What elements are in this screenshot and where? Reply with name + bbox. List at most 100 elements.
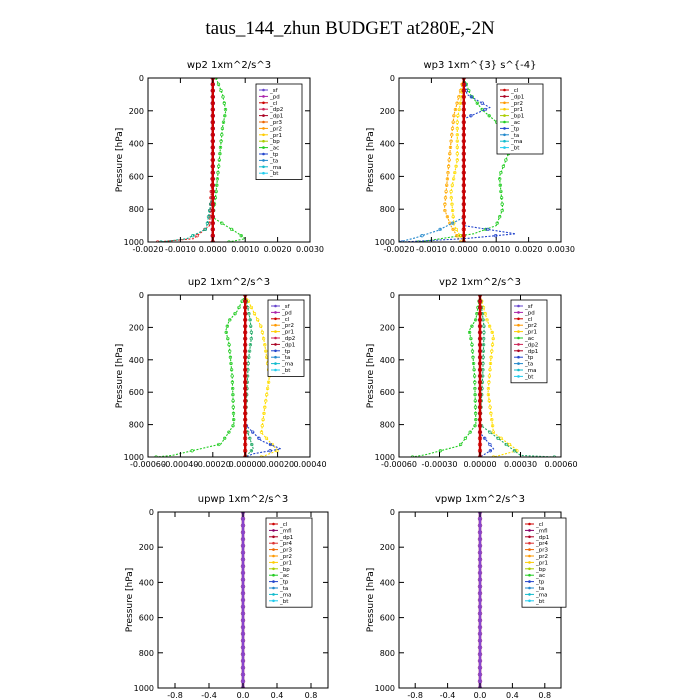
data-point	[247, 312, 251, 316]
data-point	[477, 348, 483, 354]
legend-label: _sf	[524, 304, 534, 310]
data-point	[243, 398, 248, 404]
legend-label: _ac	[535, 573, 545, 579]
data-point	[217, 158, 221, 162]
x-tick-label: 0.0000	[199, 245, 227, 254]
legend-label: _ta	[279, 586, 288, 592]
data-point	[203, 227, 207, 232]
data-point	[259, 455, 264, 457]
data-point	[243, 373, 248, 379]
data-point	[247, 355, 251, 359]
data-point	[221, 120, 226, 124]
legend-marker	[274, 304, 277, 308]
legend-marker	[528, 580, 531, 583]
series-line-ac	[412, 295, 481, 457]
data-point	[445, 183, 449, 187]
data-point	[458, 442, 463, 447]
legend-marker	[274, 343, 277, 346]
y-tick-label: 200	[129, 107, 144, 116]
legend-marker	[528, 548, 531, 551]
data-point	[240, 523, 246, 528]
data-point	[228, 349, 232, 353]
data-point	[190, 449, 194, 453]
data-point	[477, 417, 483, 422]
data-point	[477, 624, 483, 630]
data-point	[477, 324, 483, 329]
data-point	[256, 318, 260, 322]
legend-label: _ac	[510, 120, 520, 126]
legend-marker	[262, 139, 265, 143]
legend-marker	[503, 114, 506, 117]
legend-marker	[272, 522, 275, 526]
data-point	[477, 336, 483, 341]
legend-label: _ma	[279, 592, 291, 598]
data-point	[210, 88, 215, 93]
data-point	[231, 411, 236, 416]
data-point	[467, 330, 472, 335]
series-line-ac	[212, 78, 247, 242]
data-point	[455, 145, 459, 150]
panel-title: vp2 1xm^2/s^3	[439, 277, 521, 288]
y-tick-label: 400	[380, 578, 395, 587]
data-point	[264, 436, 269, 440]
data-point	[461, 189, 466, 194]
x-tick-label: 0.0	[237, 691, 250, 700]
data-point	[487, 380, 491, 384]
data-point	[210, 120, 215, 125]
data-point	[486, 393, 491, 397]
data-point	[488, 405, 492, 409]
data-point	[477, 536, 483, 542]
data-point	[461, 138, 466, 144]
data-point	[477, 658, 483, 664]
legend-marker	[517, 343, 520, 346]
data-point	[498, 183, 502, 187]
legend-label: _ta	[524, 362, 533, 368]
x-tick-label: 0.4	[271, 691, 284, 700]
data-point	[477, 361, 483, 366]
series-group	[156, 78, 247, 242]
data-point	[489, 411, 493, 416]
legend-marker	[528, 567, 531, 571]
legend-marker	[517, 336, 520, 340]
data-point	[461, 113, 466, 118]
x-tick-label: -0.00060	[381, 460, 417, 469]
y-tick-label: 400	[380, 140, 395, 149]
data-point	[243, 386, 248, 391]
data-point	[249, 336, 253, 341]
data-point	[210, 138, 215, 144]
y-tick-label: 800	[380, 649, 395, 658]
legend-box	[255, 83, 303, 180]
data-point	[228, 318, 232, 322]
y-tick-label: 200	[380, 543, 395, 552]
data-point	[477, 665, 483, 670]
x-tick-label: 0.0030	[296, 245, 324, 254]
data-point	[243, 336, 248, 341]
data-point	[217, 442, 221, 447]
data-point	[243, 305, 248, 310]
legend-label: _ta	[535, 586, 544, 592]
y-tick-label: 600	[380, 388, 395, 397]
legend-label: _cl	[535, 522, 544, 528]
data-point	[461, 227, 466, 232]
x-tick-label: 0.00030	[504, 460, 537, 469]
y-tick-label: 800	[139, 649, 154, 658]
legend-label: _bp	[269, 139, 280, 145]
data-point	[473, 380, 477, 384]
panel-title: up2 1xm^2/s^3	[188, 277, 270, 288]
data-point	[486, 227, 490, 232]
data-point	[227, 343, 231, 347]
legend-marker	[503, 95, 506, 98]
data-point	[461, 126, 466, 131]
legend-marker	[517, 349, 520, 353]
legend-marker	[517, 304, 520, 308]
legend-label: _bt	[279, 599, 289, 605]
data-point	[507, 442, 512, 447]
data-point	[470, 349, 475, 353]
legend-marker	[262, 159, 265, 162]
series-line-pr1	[450, 78, 465, 242]
data-point	[215, 177, 220, 181]
data-point	[475, 101, 479, 105]
data-point	[468, 430, 472, 434]
legend-marker	[528, 529, 531, 532]
data-point	[240, 536, 246, 542]
